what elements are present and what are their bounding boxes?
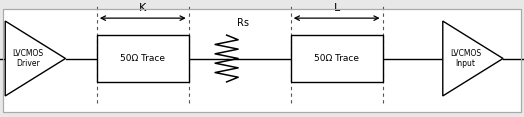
- FancyBboxPatch shape: [97, 35, 189, 82]
- Text: Rs: Rs: [237, 18, 249, 28]
- Text: LVCMOS
Input: LVCMOS Input: [450, 49, 481, 68]
- Text: 50Ω Trace: 50Ω Trace: [314, 54, 359, 63]
- Text: K: K: [139, 4, 146, 13]
- Polygon shape: [443, 21, 503, 96]
- Text: 50Ω Trace: 50Ω Trace: [121, 54, 165, 63]
- Text: L: L: [334, 4, 340, 13]
- Text: LVCMOS
Driver: LVCMOS Driver: [13, 49, 43, 68]
- FancyBboxPatch shape: [3, 9, 521, 112]
- FancyBboxPatch shape: [291, 35, 383, 82]
- Polygon shape: [5, 21, 66, 96]
